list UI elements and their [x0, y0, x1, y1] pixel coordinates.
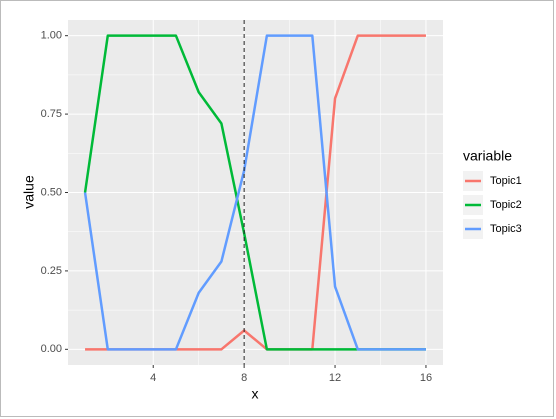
y-tick-label: 0.75 [41, 108, 62, 120]
x-tick-label: 12 [329, 372, 341, 384]
y-axis-title: value [21, 175, 37, 209]
y-tick-label: 0.00 [41, 343, 62, 355]
y-tick-label: 0.50 [41, 186, 62, 198]
series-line [83, 34, 426, 351]
x-tick-label: 16 [420, 372, 432, 384]
x-tick-label: 8 [241, 372, 247, 384]
legend-label: Topic3 [490, 223, 522, 235]
x-tick-label: 4 [150, 372, 156, 384]
x-axis-title: x [252, 386, 259, 402]
y-tick-label: 1.00 [41, 30, 62, 42]
legend-label: Topic2 [490, 199, 522, 211]
legend-title: variable [463, 148, 512, 164]
y-tick-label: 0.25 [41, 265, 62, 277]
legend-label: Topic1 [490, 175, 522, 187]
